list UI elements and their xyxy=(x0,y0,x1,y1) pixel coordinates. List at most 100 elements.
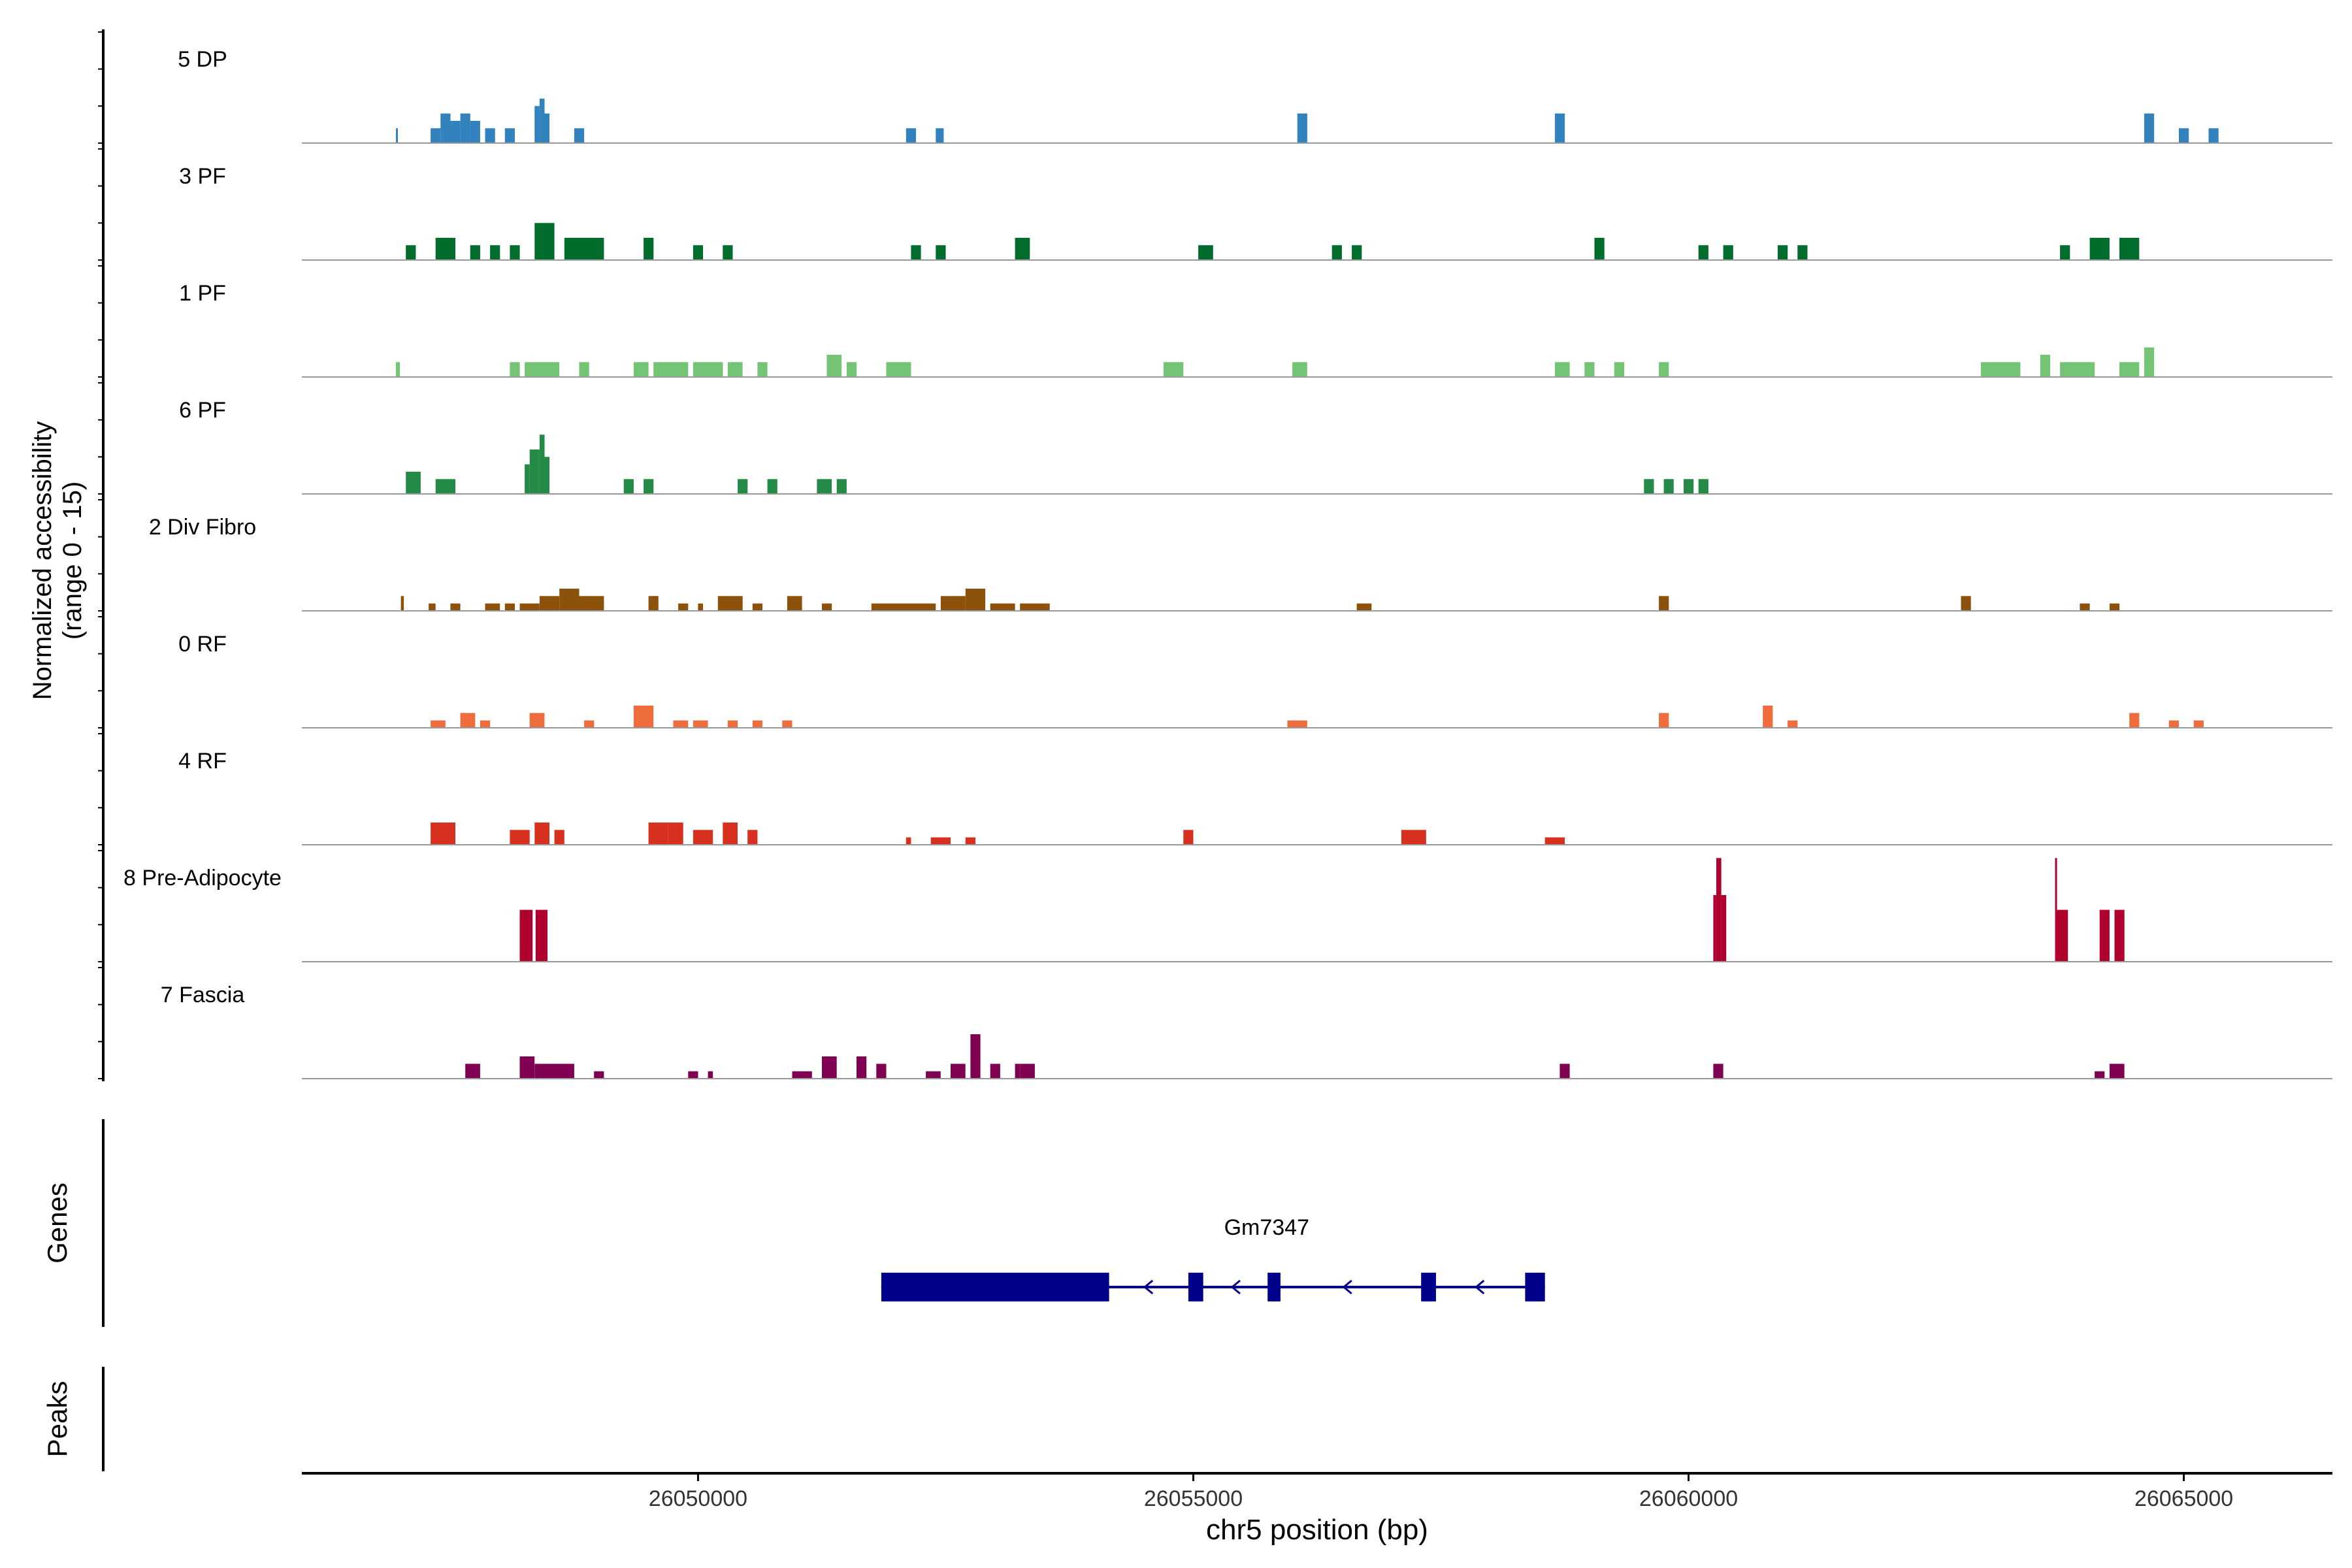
coverage-bar xyxy=(2144,347,2155,377)
y-axis-range: (range 0 - 15) xyxy=(58,482,87,640)
coverage-bar xyxy=(1183,830,1194,845)
coverage-bar xyxy=(2129,713,2140,728)
coverage-bar xyxy=(574,128,585,143)
coverage-bar xyxy=(2080,603,2090,611)
coverage-bar xyxy=(936,128,944,143)
coverage-bar xyxy=(693,830,713,845)
coverage-bar xyxy=(504,603,515,611)
coverage-bar xyxy=(1614,362,1624,377)
track-label: 4 RF xyxy=(178,749,227,774)
coverage-bar xyxy=(534,106,540,143)
track-label: 2 Div Fibro xyxy=(149,515,256,540)
gene-exon xyxy=(1267,1273,1281,1301)
coverage-bar xyxy=(406,472,421,494)
coverage-bar xyxy=(644,238,654,260)
coverage-bar xyxy=(534,1064,574,1079)
coverage-bar xyxy=(1644,479,1654,494)
coverage-bar xyxy=(1015,238,1030,260)
track-2-div-fibro: 2 Div Fibro xyxy=(149,515,2332,612)
coverage-panel: 5 DP 3 PF 1 PF 6 PF 2 Div Fibro 0 RF 4 RF 8 Pre… xyxy=(123,47,2332,1079)
coverage-bar xyxy=(490,245,500,260)
coverage-bar xyxy=(2060,362,2095,377)
coverage-bar xyxy=(1331,245,1342,260)
genes-panel-label: Genes xyxy=(42,1183,73,1264)
strand-arrow xyxy=(1230,1279,1241,1295)
coverage-bar xyxy=(1554,113,1565,143)
track-5-dp: 5 DP xyxy=(178,47,2332,144)
coverage-bar xyxy=(792,1071,812,1079)
coverage-bar xyxy=(936,245,946,260)
coverage-bar xyxy=(510,362,520,377)
coverage-bar xyxy=(965,837,975,845)
x-tick-label: 26065000 xyxy=(2134,1486,2233,1511)
y-axis xyxy=(98,29,105,1081)
coverage-bar xyxy=(2040,355,2050,377)
coverage-bar xyxy=(554,830,564,845)
coverage-bar xyxy=(431,128,441,143)
coverage-bar xyxy=(431,823,455,845)
coverage-bar xyxy=(930,837,951,845)
track-8-pre-adipocyte: 8 Pre-Adipocyte xyxy=(123,858,2332,962)
coverage-bar xyxy=(757,362,768,377)
coverage-bar xyxy=(2109,603,2120,611)
coverage-bar xyxy=(767,479,777,494)
coverage-bar xyxy=(926,1071,941,1079)
coverage-bar xyxy=(1723,245,1733,260)
coverage-bar xyxy=(529,713,545,728)
track-label: 3 PF xyxy=(179,164,226,189)
x-axis-title: chr5 position (bp) xyxy=(1206,1514,1428,1546)
coverage-bar xyxy=(951,1064,966,1079)
coverage-bar xyxy=(584,720,595,728)
coverage-bar xyxy=(906,128,916,143)
coverage-bar xyxy=(2119,238,2140,260)
coverage-bar xyxy=(817,479,832,494)
coverage-bar xyxy=(886,362,911,377)
track-label: 1 PF xyxy=(179,281,226,306)
coverage-bar xyxy=(525,464,530,494)
coverage-bar xyxy=(668,823,683,845)
coverage-bar xyxy=(1198,245,1213,260)
coverage-bar xyxy=(857,1056,867,1079)
coverage-bar xyxy=(698,603,703,611)
coverage-bar xyxy=(1659,596,1669,611)
coverage-bar xyxy=(510,830,530,845)
strand-arrow xyxy=(1342,1279,1352,1295)
x-tick-label: 26060000 xyxy=(1639,1486,1738,1511)
coverage-bar xyxy=(579,596,604,611)
coverage-bar xyxy=(2179,128,2189,143)
coverage-bar xyxy=(1020,1064,1035,1079)
coverage-bar xyxy=(2060,245,2070,260)
coverage-bar xyxy=(693,720,708,728)
coverage-bar xyxy=(1297,113,1307,143)
coverage-bar xyxy=(504,128,515,143)
coverage-bar xyxy=(2193,720,2204,728)
track-1-pf: 1 PF xyxy=(179,281,2332,378)
gene-track: Gm7347 xyxy=(881,1215,1545,1301)
coverage-bar xyxy=(2114,909,2125,962)
coverage-bar xyxy=(2109,1064,2125,1079)
track-3-pf: 3 PF xyxy=(179,164,2332,261)
coverage-bar xyxy=(990,603,1015,611)
coverage-bar xyxy=(485,603,500,611)
coverage-bar xyxy=(990,1064,1000,1079)
coverage-bar xyxy=(1554,362,1570,377)
coverage-bar xyxy=(429,603,436,611)
coverage-bar xyxy=(1352,245,1362,260)
coverage-bar xyxy=(1698,479,1708,494)
coverage-bar xyxy=(1594,238,1605,260)
coverage-bar xyxy=(633,706,654,728)
coverage-bar xyxy=(470,121,480,143)
track-0-rf: 0 RF xyxy=(178,632,2332,728)
coverage-bar xyxy=(1721,895,1727,962)
coverage-bar xyxy=(510,245,520,260)
coverage-bar xyxy=(782,720,792,728)
coverage-bar xyxy=(693,245,704,260)
coverage-bar xyxy=(396,128,398,143)
x-axis: 26050000 26055000 26060000 26065000 chr5 po… xyxy=(302,1472,2332,1546)
coverage-bar xyxy=(826,355,842,377)
coverage-bar xyxy=(752,720,762,728)
coverage-bar xyxy=(519,909,533,962)
coverage-bar xyxy=(519,603,540,611)
coverage-bar xyxy=(970,1034,981,1079)
